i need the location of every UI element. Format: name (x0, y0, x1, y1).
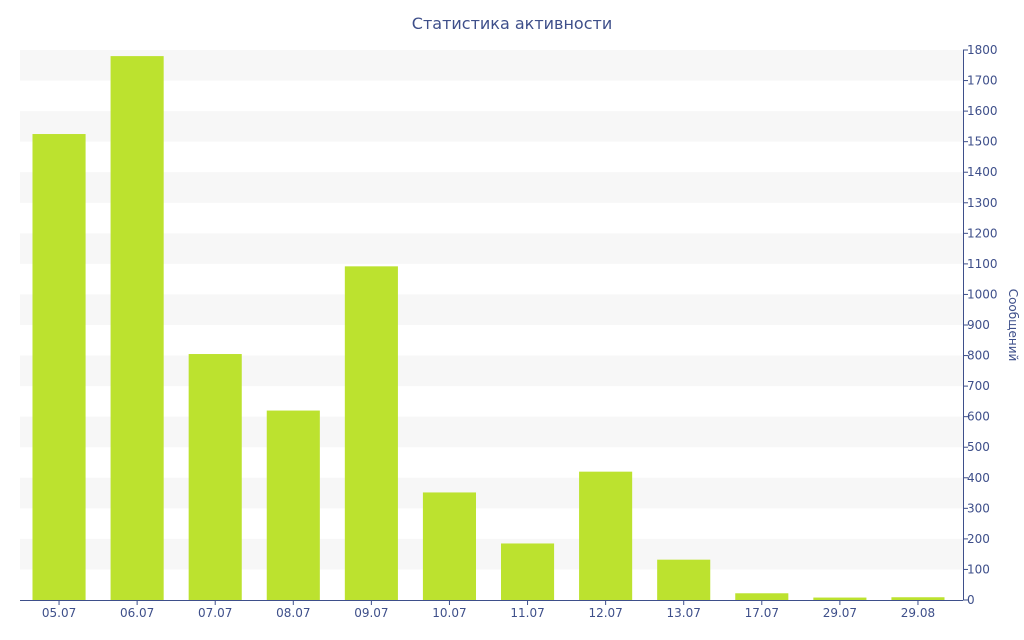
bar (891, 597, 945, 600)
y-tick-label: 1400 (967, 165, 998, 179)
grid-band (20, 416, 963, 448)
y-tick-label: 500 (967, 440, 990, 454)
y-tick-label: 300 (967, 501, 990, 515)
x-tick-label: 29.07 (823, 606, 857, 620)
y-axis-label: Сообщений (1006, 289, 1020, 362)
y-tick-label: 1700 (967, 74, 998, 88)
x-axis: 05.07 06.07 07.07 08.07 09.07 10.07 11.07 12.07… (20, 600, 963, 620)
y-tick-label: 1600 (967, 104, 998, 118)
grid-band (20, 355, 963, 387)
y-tick-label: 1100 (967, 257, 998, 271)
grid-band (20, 233, 963, 264)
bar (422, 492, 477, 600)
x-tick-label: 07.07 (198, 606, 232, 620)
bar (735, 593, 789, 600)
x-tick-label: 29.08 (901, 606, 935, 620)
x-tick-label: 11.07 (510, 606, 544, 620)
bars (32, 56, 945, 601)
x-tick-label: 06.07 (120, 606, 154, 620)
grid-band (20, 50, 963, 81)
bar (110, 56, 164, 601)
y-tick-label: 900 (967, 318, 990, 332)
bar (657, 559, 711, 600)
grid-band (20, 294, 963, 325)
y-tick-label: 800 (967, 349, 990, 363)
y-axis: 0 100 200 300 400 500 600 700 800 900 1000 1100 1200… (963, 43, 998, 607)
y-tick-label: 1300 (967, 196, 998, 210)
y-tick-label: 1800 (967, 43, 998, 57)
x-tick-label: 10.07 (432, 606, 466, 620)
y-tick-label: 600 (967, 410, 990, 424)
y-tick-label: 0 (967, 593, 975, 607)
bar (344, 266, 398, 600)
x-tick-label: 17.07 (745, 606, 779, 620)
x-tick-label: 12.07 (588, 606, 622, 620)
grid-band (20, 538, 963, 570)
grid-bands (20, 50, 963, 570)
bar (500, 543, 555, 600)
grid-band (20, 172, 963, 203)
grid-band (20, 477, 963, 509)
x-tick-label: 13.07 (667, 606, 701, 620)
y-tick-label: 1200 (967, 226, 998, 240)
grid-band (20, 111, 963, 142)
bar (813, 597, 867, 600)
y-tick-label: 700 (967, 379, 990, 393)
bar (32, 134, 86, 600)
y-tick-label: 200 (967, 532, 990, 546)
chart-title: Статистика активности (411, 14, 613, 33)
bar (266, 410, 320, 600)
x-tick-label: 09.07 (354, 606, 388, 620)
x-tick-label: 08.07 (276, 606, 310, 620)
bar (188, 354, 242, 600)
y-tick-label: 1000 (967, 287, 998, 301)
y-tick-label: 100 (967, 562, 990, 576)
y-tick-label: 1500 (967, 135, 998, 149)
x-tick-label: 05.07 (42, 606, 76, 620)
bar (579, 471, 633, 600)
y-tick-label: 400 (967, 471, 990, 485)
